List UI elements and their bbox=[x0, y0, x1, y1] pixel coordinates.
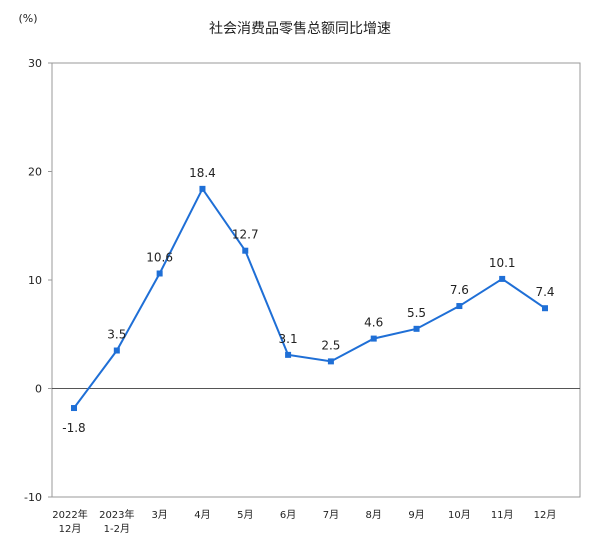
chart-title: 社会消费品零售总额同比增速 bbox=[209, 21, 391, 37]
data-point-marker bbox=[199, 185, 206, 192]
data-point-marker bbox=[113, 347, 120, 354]
x-tick-label: 4月 bbox=[194, 509, 210, 521]
data-point-marker bbox=[542, 305, 548, 312]
x-tick-label: 6月 bbox=[280, 509, 296, 521]
y-axis-unit-label: (%) bbox=[18, 12, 37, 25]
data-point-marker bbox=[327, 358, 334, 365]
data-point-marker bbox=[499, 275, 506, 282]
data-label: 10.1 bbox=[489, 256, 516, 270]
x-tick-label: 2023年 bbox=[99, 508, 134, 521]
x-tick-label: 12月 bbox=[534, 509, 557, 521]
series-line bbox=[73, 186, 546, 409]
y-tick-label: 10 bbox=[28, 274, 42, 287]
data-point-marker bbox=[71, 405, 77, 412]
x-tick-label: 11月 bbox=[491, 509, 514, 521]
data-point-marker bbox=[413, 325, 420, 332]
data-point-marker bbox=[242, 247, 249, 254]
x-tick-label: 12月 bbox=[59, 523, 82, 535]
y-tick-label: 30 bbox=[28, 57, 42, 70]
data-label: 2.5 bbox=[321, 338, 340, 352]
x-tick-label: 2022年 bbox=[52, 508, 87, 521]
data-label: 18.4 bbox=[189, 166, 216, 180]
x-tick-label: 10月 bbox=[448, 509, 471, 521]
y-tick-label: 20 bbox=[28, 166, 42, 179]
data-label: 4.6 bbox=[364, 316, 383, 330]
data-label: -1.8 bbox=[62, 421, 85, 435]
data-label: 3.1 bbox=[279, 332, 298, 346]
data-label: 5.5 bbox=[407, 306, 426, 320]
data-label: 7.6 bbox=[450, 283, 469, 297]
x-tick-label: 5月 bbox=[237, 509, 253, 521]
data-label: 3.5 bbox=[107, 328, 126, 342]
y-tick-label: -10 bbox=[24, 491, 42, 504]
x-tick-label: 8月 bbox=[366, 509, 382, 521]
y-tick-label: 0 bbox=[35, 383, 42, 396]
data-label: 10.6 bbox=[146, 250, 173, 264]
data-point-marker bbox=[285, 351, 292, 358]
data-point-marker bbox=[156, 270, 163, 277]
data-point-marker bbox=[456, 303, 463, 310]
data-label: 12.7 bbox=[232, 228, 259, 242]
x-tick-label: 7月 bbox=[323, 509, 339, 521]
x-tick-label: 9月 bbox=[408, 509, 424, 521]
data-point-marker bbox=[370, 335, 377, 342]
data-label: 7.4 bbox=[535, 285, 554, 299]
x-tick-label: 1-2月 bbox=[104, 523, 130, 535]
x-tick-label: 3月 bbox=[151, 509, 167, 521]
